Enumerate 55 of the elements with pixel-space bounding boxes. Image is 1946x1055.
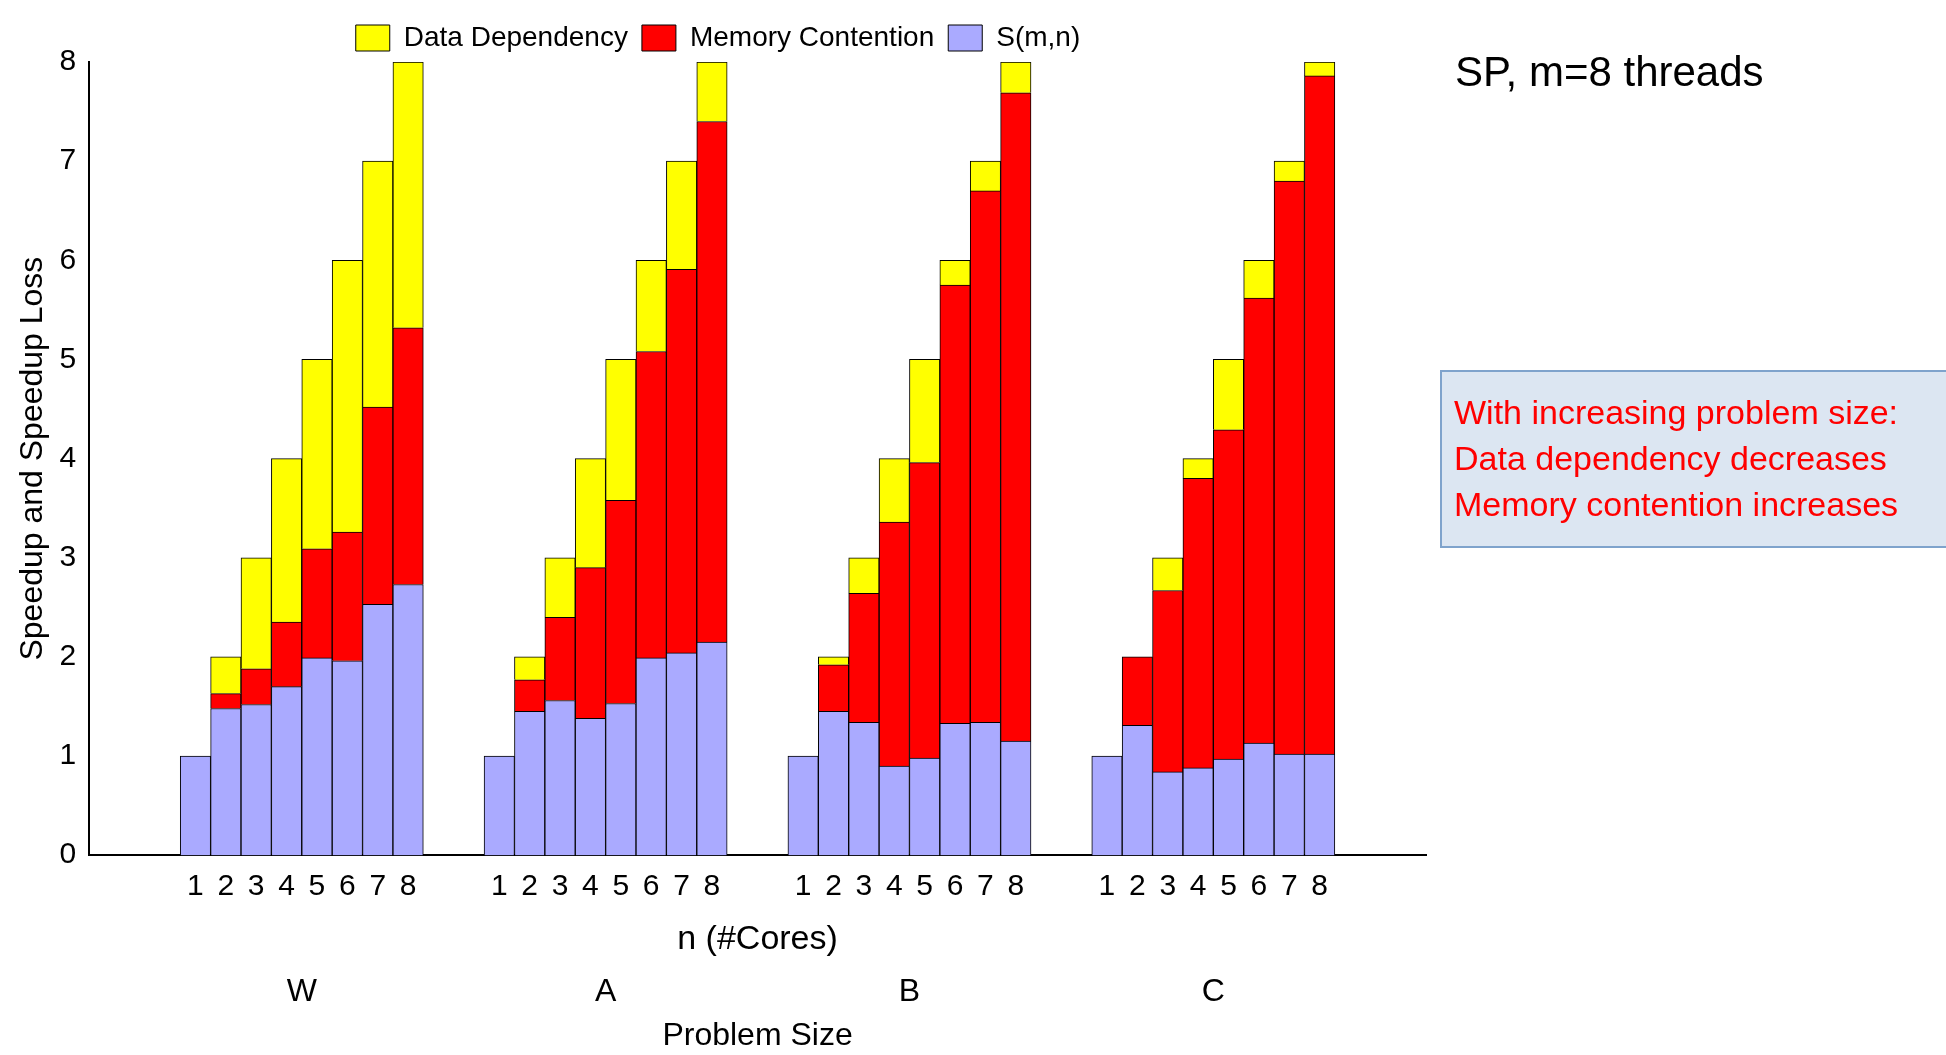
x-tick-label: 2 [521,868,538,902]
x-tick-label: 4 [885,868,903,902]
x-tick-label: 1 [490,868,508,902]
y-tick-label: 1 [59,737,77,771]
text: A [594,971,617,1008]
x-tick-label: 6 [946,868,964,902]
x-tick-label: 5 [308,868,326,902]
x-tick-label: 3 [855,868,873,902]
y-tick-label: 0 [59,836,77,870]
legend-label: S(m,n) [996,20,1081,52]
x-tick-label: 7 [673,868,690,902]
x-tick-label: 4 [582,868,599,902]
text: Memory contention increases [1454,483,1900,525]
y-tick-label: 8 [59,43,77,77]
x-tick-label: 1 [187,868,204,902]
text: B [898,971,921,1008]
y-axis-title: Speedup and Speedup Loss [13,256,50,661]
x-tick-label: 5 [916,868,933,902]
x-tick-label: 7 [1280,868,1298,902]
y-tick-label: 7 [59,142,77,176]
text: C [1201,971,1225,1008]
text: SP, m=8 threads [1455,48,1764,96]
x-tick-label: 1 [794,868,812,902]
x-tick-label: 3 [1159,868,1177,902]
y-tick-label: 5 [59,340,77,374]
y-tick-label: 4 [59,439,77,473]
x-tick-label: 2 [217,868,235,902]
x-tick-label: 1 [1098,868,1116,902]
x-axis-title: n (#Cores) [677,917,838,956]
x-tick-label: 8 [1007,868,1025,902]
x-tick-label: 5 [612,868,630,902]
x-tick-label: 8 [399,868,417,902]
x-tick-label: 3 [551,868,569,902]
y-tick-label: 2 [59,638,77,672]
x-tick-label: 6 [1250,868,1268,902]
x-tick-label: 7 [369,868,387,902]
text: Data dependency decreases [1454,437,1888,479]
x-tick-label: 2 [1129,868,1146,902]
x-tick-label: 4 [1189,868,1207,902]
x-tick-label: 3 [247,868,265,902]
y-tick-label: 3 [59,539,77,573]
x-tick-label: 5 [1220,868,1237,902]
text: W [286,971,318,1008]
y-tick-label: 6 [59,241,77,275]
x-tick-label: 8 [1311,868,1328,902]
x-tick-label: 6 [642,868,660,902]
text: Problem Size [662,1015,853,1052]
x-tick-label: 2 [825,868,842,902]
legend-label: Memory Contention [689,20,935,52]
x-tick-label: 4 [278,868,295,902]
legend-label: Data Dependency [403,20,628,52]
x-tick-label: 7 [977,868,994,902]
x-tick-label: 8 [703,868,721,902]
text: With increasing problem size: [1454,392,1900,433]
x-tick-label: 6 [339,868,356,902]
